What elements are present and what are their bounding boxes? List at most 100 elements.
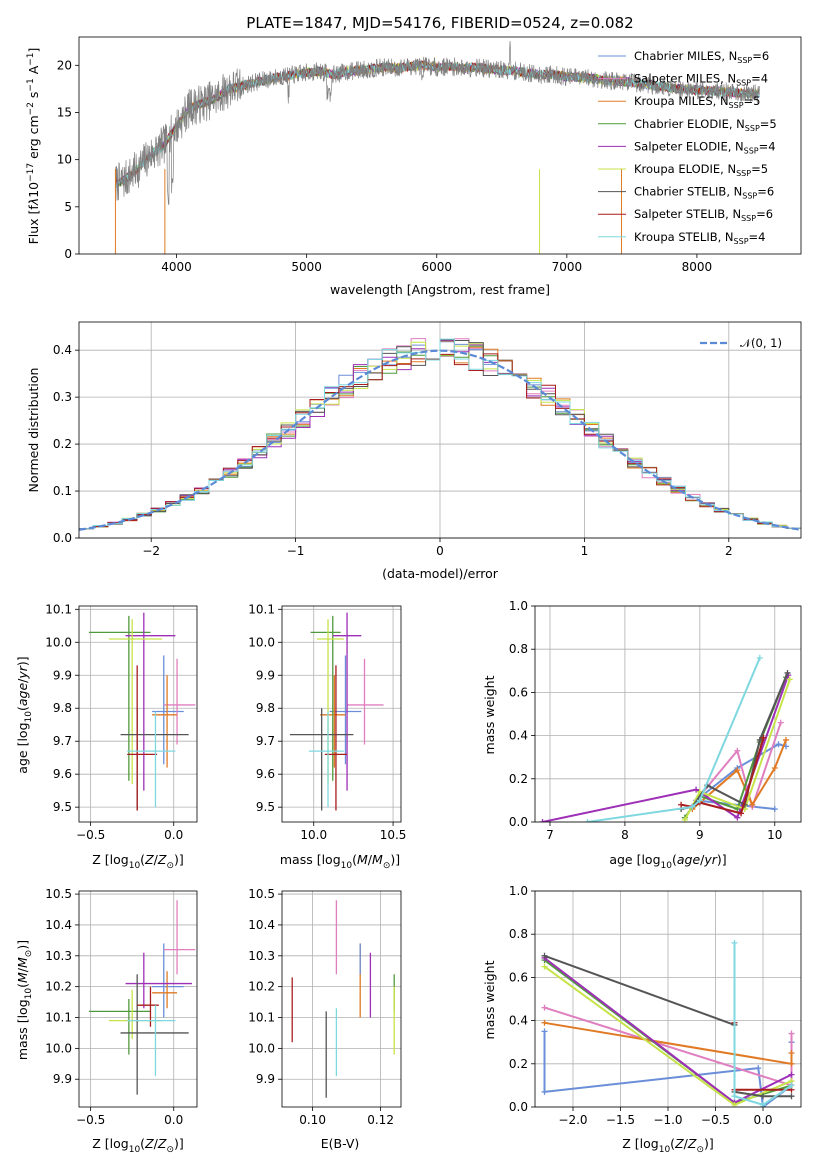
y-tick-label: 10.0 <box>248 1041 275 1055</box>
y-tick-label: 9.5 <box>256 800 275 814</box>
legend-label-salpeter_miles: Salpeter MILES, NSSP=4 <box>634 72 768 88</box>
x-tick-label: 8000 <box>682 260 713 274</box>
weight-line-kroupa_stelib <box>587 657 761 822</box>
y-tick-label: 10.3 <box>45 949 72 963</box>
y-tick-label: 15 <box>57 105 72 119</box>
weight-marker-kroupa_miles <box>541 1019 548 1026</box>
weight-marker-kroupa_miles <box>734 767 741 774</box>
y-tick-label: 9.9 <box>53 1072 72 1086</box>
x-tick-label: −1.0 <box>653 1113 682 1127</box>
y-tick-label: 9.8 <box>53 701 72 715</box>
age-Z-xlabel: Z [log10(Z/Z⊙)] <box>92 852 184 871</box>
plot-area <box>114 40 760 254</box>
axes-frame <box>78 890 198 1108</box>
y-tick-label: 0.1 <box>53 484 72 498</box>
y-tick-label: 9.7 <box>53 734 72 748</box>
weight-line-kroupa_stelib <box>733 942 793 1106</box>
age-mass-xlabel: mass [log10(M/M⊙)] <box>280 852 400 871</box>
y-tick-label: 10.1 <box>45 1011 72 1025</box>
weight-marker-chabrier_miles <box>541 1028 548 1035</box>
weight-marker-kroupa_stelib <box>584 819 591 822</box>
legend-label-kroupa_stelib: Kroupa STELIB, NSSP=4 <box>634 230 765 246</box>
mass-Z-xlabel: Z [log10(Z/Z⊙)] <box>92 1136 184 1155</box>
y-tick-label: 0.4 <box>509 729 528 743</box>
x-tick-label: −0.5 <box>76 828 105 842</box>
residual-ylabel: Normed distribution <box>26 368 41 493</box>
age-Z-ylabel: age [log10(age/yr)] <box>15 656 34 773</box>
y-tick-label: 0.3 <box>53 390 72 404</box>
y-tick-label: 10.2 <box>248 980 275 994</box>
weight-marker-salpeter_elodie <box>734 814 741 821</box>
mass-vs-extinction-panel: E(B-V) 0.10 0.12 9.9 10.0 10.1 10.2 10.3 10.4 10… <box>248 887 402 1151</box>
y-tick-label: 0.6 <box>509 970 528 984</box>
weight-vs-metallicity-panel: mass weight Z [log10(Z/Z⊙)] −2.0 −1.5 −1.0… <box>482 884 802 1155</box>
axes-frame <box>78 321 802 539</box>
weight-line-salpeter_elodie <box>542 674 790 822</box>
weight-line-salpeter_miles <box>695 722 782 811</box>
weight-marker-kroupa_miles <box>783 736 790 743</box>
y-tick-label: 0.6 <box>509 685 528 699</box>
legend-label-chabrier_stelib: Chabrier STELIB, NSSP=6 <box>634 185 774 201</box>
weight-marker-salpeter_miles <box>788 1030 795 1037</box>
weight-marker-chabrier_stelib <box>788 1093 795 1100</box>
weight-marker-salpeter_stelib <box>738 810 745 817</box>
plot-area <box>541 939 795 1107</box>
weight-marker-kroupa_miles <box>749 801 756 808</box>
y-tick-label: 9.9 <box>53 668 72 682</box>
weight-marker-kroupa_stelib <box>696 797 703 804</box>
legend-label-chabrier_miles: Chabrier MILES, NSSP=6 <box>634 49 769 65</box>
weight-marker-salpeter_stelib <box>678 801 685 808</box>
weight-marker-salpeter_elodie <box>693 786 700 793</box>
legend-label-salpeter_stelib: Salpeter STELIB, NSSP=6 <box>634 207 773 223</box>
y-tick-label: 10 <box>57 153 72 167</box>
plot-area <box>289 612 384 811</box>
y-tick-label: 0.2 <box>53 437 72 451</box>
weight-marker-chabrier_stelib <box>756 736 763 743</box>
gaussian-curve <box>79 349 801 531</box>
x-tick-label: 6000 <box>421 260 452 274</box>
axes-frame <box>78 605 198 823</box>
x-tick-label: 4000 <box>161 260 192 274</box>
weight-Z-xlabel: Z [log10(Z/Z⊙)] <box>622 1136 714 1155</box>
x-tick-label: 10.0 <box>300 828 327 842</box>
y-tick-label: 0.2 <box>509 1057 528 1071</box>
y-tick-label: 10.5 <box>45 887 72 901</box>
y-tick-label: 0 <box>64 247 72 261</box>
plot-area <box>88 612 196 811</box>
weight-marker-kroupa_stelib <box>689 803 696 810</box>
y-tick-label: 10.1 <box>45 602 72 616</box>
y-tick-label: 0.4 <box>509 1014 528 1028</box>
residual-panel: (data-model)/error Normed distribution 𝒩… <box>26 321 802 581</box>
y-tick-label: 5 <box>64 200 72 214</box>
y-tick-label: 10.0 <box>248 635 275 649</box>
x-tick-label: 0.0 <box>164 828 183 842</box>
y-tick-label: 9.9 <box>256 668 275 682</box>
weight-marker-kroupa_stelib <box>788 1082 795 1089</box>
weight-marker-chabrier_miles <box>771 806 778 813</box>
x-tick-label: −1.5 <box>606 1113 635 1127</box>
weight-marker-chabrier_stelib <box>541 952 548 959</box>
x-tick-label: 10 <box>767 828 782 842</box>
axes-frame <box>281 605 402 823</box>
residual-xlabel: (data-model)/error <box>382 566 499 581</box>
weight-marker-chabrier_miles <box>755 1065 762 1072</box>
y-tick-label: 9.9 <box>256 1072 275 1086</box>
weight-marker-kroupa_stelib <box>756 654 763 661</box>
y-tick-label: 0.0 <box>509 1100 528 1114</box>
plot-area <box>539 654 793 822</box>
mass-EBV-xlabel: E(B-V) <box>321 1136 360 1151</box>
y-tick-label: 9.7 <box>256 734 275 748</box>
y-tick-label: 9.5 <box>53 800 72 814</box>
y-tick-label: 10.4 <box>45 918 72 932</box>
x-tick-label: 10.5 <box>380 828 407 842</box>
y-tick-label: 10.3 <box>248 949 275 963</box>
weight-Z-ylabel: mass weight <box>482 960 497 1039</box>
y-tick-label: 10.5 <box>248 887 275 901</box>
weight-marker-salpeter_miles <box>777 719 784 726</box>
y-tick-label: 0.2 <box>509 772 528 786</box>
weight-marker-kroupa_stelib <box>731 939 738 946</box>
weight-marker-kroupa_miles <box>771 765 778 771</box>
weight-line-chabrier_stelib <box>680 672 789 810</box>
x-tick-label: 9 <box>696 828 704 842</box>
